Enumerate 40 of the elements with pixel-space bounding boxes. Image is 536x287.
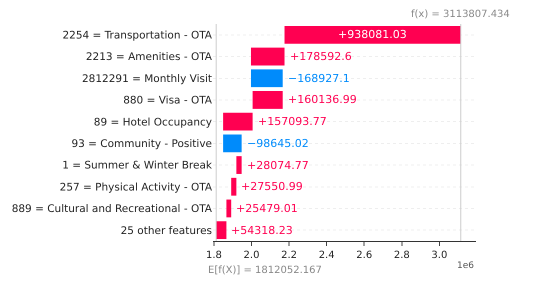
- annotation: +27550.99: [241, 180, 303, 193]
- x-tick-label: 2.4: [318, 250, 335, 261]
- x-tick-label: 2.6: [356, 250, 372, 261]
- bar: [252, 91, 283, 109]
- bar: [250, 48, 285, 66]
- y-tick-label: 880 = Visa - OTA: [123, 94, 213, 107]
- x-tick-label: 2.8: [394, 250, 410, 261]
- y-tick-label: 89 = Hotel Occupancy: [94, 116, 212, 128]
- x-tick-label: 1.8: [206, 250, 222, 261]
- annotation: +28074.77: [247, 159, 309, 172]
- bar: [236, 156, 242, 174]
- annotation: +54318.23: [231, 224, 293, 237]
- y-tick-label: 2213 = Amenities - OTA: [86, 51, 213, 64]
- y-tick-label: 889 = Cultural and Recreational - OTA: [12, 203, 213, 216]
- y-tick-label: 93 = Community - Positive: [71, 138, 212, 150]
- annotation: +938081.03: [338, 28, 407, 41]
- annotation: +25479.01: [236, 202, 298, 215]
- annotation: −168927.1: [288, 72, 350, 85]
- annotation: +160136.99: [288, 93, 357, 106]
- bar: [284, 26, 461, 44]
- bar: [231, 178, 236, 196]
- text: 1e6: [457, 261, 474, 271]
- bar: [226, 200, 232, 218]
- bar: [223, 112, 253, 131]
- bar: [250, 69, 283, 88]
- bar: [216, 221, 226, 240]
- annotation: +157093.77: [258, 115, 327, 128]
- y-tick-label: 2812291 = Monthly Visit: [82, 72, 212, 85]
- y-tick-label: 25 other features: [120, 224, 212, 237]
- x-tick-label: 2.2: [281, 250, 298, 261]
- x-tick-label: 3.0: [431, 250, 448, 261]
- bar: [223, 134, 242, 152]
- annotation: +178592.6: [290, 50, 352, 63]
- y-tick-label: 2254 = Transportation - OTA: [62, 30, 213, 42]
- y-tick-label: 257 = Physical Activity - OTA: [60, 181, 213, 194]
- annotation: −98645.02: [247, 137, 309, 150]
- ref-line-label: f(x) = 3113807.434: [411, 9, 510, 20]
- x-tick-label: 2.0: [244, 250, 260, 261]
- y-tick-label: 1 = Summer & Winter Break: [62, 160, 213, 172]
- ref-line-label: E[f(X)] = 1812052.167: [208, 265, 322, 276]
